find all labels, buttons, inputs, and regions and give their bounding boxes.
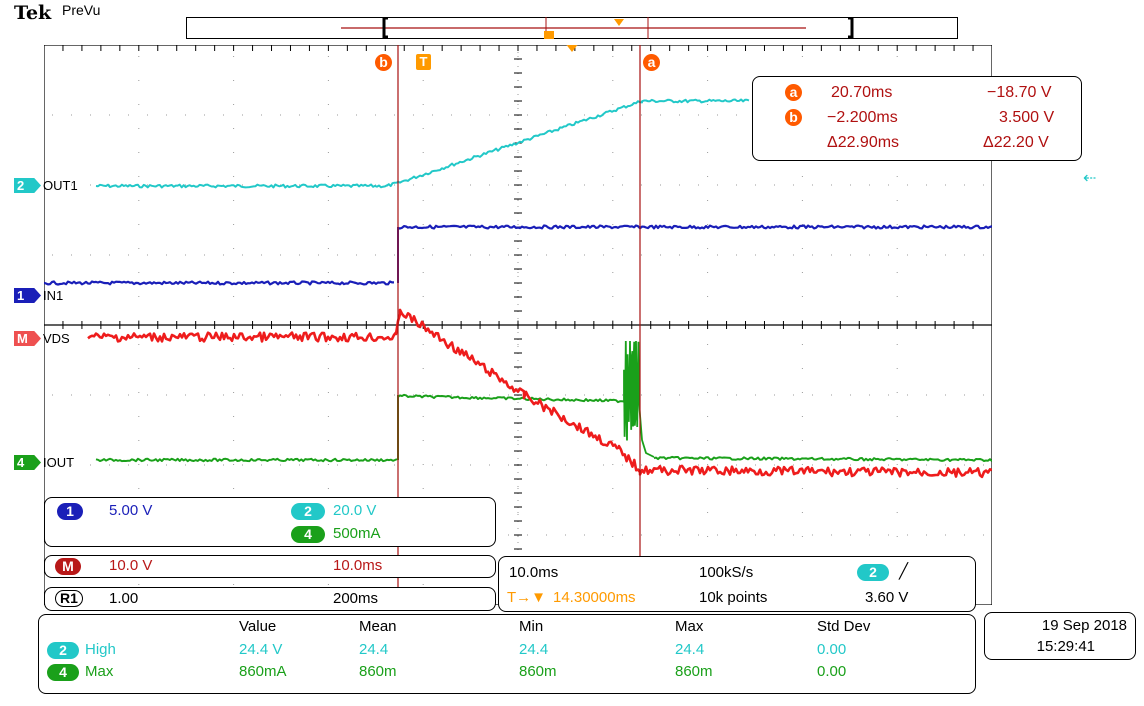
trigger-badge: T: [416, 54, 431, 70]
cursor-a-time: 20.70ms: [831, 84, 893, 101]
cursor-a-value: −18.70 V: [987, 84, 1052, 101]
cursor-b-badge[interactable]: b: [375, 54, 392, 71]
math-scale[interactable]: 10.0 V: [109, 557, 153, 574]
math-scale-badge: M: [55, 558, 81, 575]
cursor-a-readout-badge: a: [785, 84, 802, 101]
ch1-trace-low: [44, 280, 394, 286]
measurement-cell: 24.4: [359, 641, 389, 658]
measurement-cell: 860m: [519, 663, 557, 680]
math-number: M: [14, 331, 41, 346]
measurement-cell: 860m: [359, 663, 397, 680]
math-label: VDS: [43, 331, 70, 346]
channel-2-label: OUT1: [43, 178, 78, 193]
brand-logo: Tek: [14, 2, 52, 24]
ch1-trace-high: [397, 224, 992, 230]
ref-scale-badge: R1: [55, 590, 83, 607]
ref-scale[interactable]: 1.00: [109, 590, 139, 607]
ch4-trace-tail: [653, 455, 992, 462]
trigger-source-badge: 2: [857, 564, 889, 581]
trigger-level-icon: ⇠: [1083, 170, 1097, 187]
measurement-header-std-dev: Std Dev: [817, 618, 871, 635]
measurement-header-value: Value: [239, 618, 277, 635]
ch2-scale[interactable]: 20.0 V: [333, 502, 377, 519]
cursor-b-value: 3.500 V: [999, 109, 1055, 126]
record-view-strip[interactable]: [186, 17, 958, 39]
trigger-slope-icon: ╱: [899, 563, 909, 580]
ch1-scale-badge: 1: [57, 503, 83, 520]
trigger-position-marker: [566, 45, 578, 52]
date: 19 Sep 2018: [1041, 617, 1127, 634]
measurement-cell: 24.4: [519, 641, 549, 658]
cursor-readout-panel[interactable]: a 20.70ms −18.70 V b −2.200ms 3.500 V Δ2…: [752, 76, 1082, 161]
math-marker[interactable]: M VDS: [14, 331, 70, 346]
acquisition-panel[interactable]: 10.0ms 100kS/s 2 ╱ T→▼ 14.30000ms 10k po…: [498, 556, 976, 612]
measurement-cell: 24.4: [675, 641, 705, 658]
ch4-trace-low: [95, 457, 398, 463]
channel-2-number: 2: [14, 178, 41, 193]
channel-4-number: 4: [14, 455, 41, 470]
measurement-row-1-channel-badge: 4: [47, 664, 79, 681]
trigger-delay[interactable]: 14.30000ms: [553, 589, 636, 606]
datetime-panel: 19 Sep 2018 15:29:41: [984, 612, 1136, 660]
ch4-trace-spike: [623, 340, 655, 458]
ch2-scale-badge: 2: [291, 503, 325, 520]
channel-1-marker[interactable]: 1 IN1: [14, 288, 63, 303]
measurement-row-0-channel-badge: 2: [47, 642, 79, 659]
sample-rate: 100kS/s: [699, 564, 754, 581]
time: 15:29:41: [1036, 638, 1095, 655]
reference-scale-panel[interactable]: R1 1.00 200ms: [44, 587, 496, 611]
measurement-row-0-name[interactable]: High: [85, 641, 116, 658]
trigger-level[interactable]: 3.60 V: [865, 589, 909, 606]
channel-1-label: IN1: [43, 288, 64, 303]
measurement-panel[interactable]: Value Mean Min Max Std Dev 2 High 24.4 V 24.4 24…: [38, 614, 976, 694]
cursor-b-readout-badge: b: [785, 109, 802, 126]
channel-4-label: IOUT: [43, 455, 75, 470]
measurement-cell: 860m: [675, 663, 713, 680]
channel-2-marker[interactable]: 2 OUT1: [14, 178, 78, 193]
acquisition-mode: PreVu: [62, 2, 101, 18]
trigger-delay-icon: T→▼: [507, 589, 547, 606]
timebase[interactable]: 10.0ms: [509, 564, 559, 581]
math-scale-panel[interactable]: M 10.0 V 10.0ms: [44, 555, 496, 578]
measurement-header-min: Min: [519, 618, 544, 635]
measurement-header-mean: Mean: [359, 618, 397, 635]
cursor-delta-time: Δ22.90ms: [827, 134, 900, 151]
ch2-trace: [95, 98, 750, 189]
cursor-delta-value: Δ22.20 V: [983, 134, 1049, 151]
cursor-a-badge[interactable]: a: [643, 54, 660, 71]
measurement-cell: 860mA: [239, 663, 287, 680]
ch1-scale[interactable]: 5.00 V: [109, 502, 153, 519]
channel-scale-panel[interactable]: 1 5.00 V 2 20.0 V 4 500mA: [44, 497, 496, 547]
record-window-graphic: [341, 17, 854, 39]
measurement-cell: 24.4 V: [239, 641, 283, 658]
measurement-header-max: Max: [675, 618, 704, 635]
channel-4-marker[interactable]: 4 IOUT: [14, 455, 74, 470]
ch4-scale-badge: 4: [291, 526, 325, 543]
cursor-b-time: −2.200ms: [827, 109, 898, 126]
channel-1-number: 1: [14, 288, 41, 303]
ref-timebase: 200ms: [333, 590, 379, 607]
math-timebase: 10.0ms: [333, 557, 383, 574]
record-length: 10k points: [699, 589, 768, 606]
measurement-row-1-name[interactable]: Max: [85, 663, 114, 680]
measurement-cell: 0.00: [817, 663, 847, 680]
math-trace: [87, 308, 992, 479]
measurement-cell: 0.00: [817, 641, 847, 658]
ch4-trace-plateau: [397, 393, 625, 404]
ch4-scale[interactable]: 500mA: [333, 525, 381, 542]
